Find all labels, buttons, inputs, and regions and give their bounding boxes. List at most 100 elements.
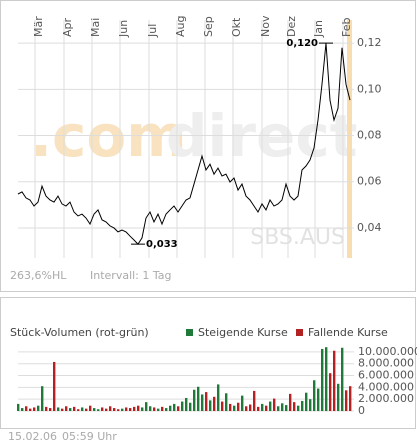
volume-bar <box>313 380 316 411</box>
volume-bar <box>181 401 184 411</box>
volume-bar <box>41 386 44 411</box>
legend-label: Fallende Kurse <box>308 326 388 339</box>
symbol: SBS.AUS <box>250 225 345 250</box>
volume-bar <box>209 400 212 411</box>
volume-bar <box>37 405 40 411</box>
volume-bar <box>297 405 300 411</box>
volume-bar <box>101 407 104 411</box>
y-tick-label: 0,12 <box>357 36 382 49</box>
volume-bar <box>233 405 236 411</box>
volume-bar <box>137 405 140 411</box>
legend-label: Steigende Kurse <box>198 326 288 339</box>
range-info: 263,6%HL <box>10 269 67 282</box>
y-tick-label: 0 <box>358 404 365 417</box>
x-tick-label: Dez <box>285 16 298 37</box>
volume-bar <box>289 393 292 411</box>
volume-bar <box>305 392 308 411</box>
volume-bar <box>49 408 52 411</box>
y-tick-label: 8.000.000 <box>358 357 414 370</box>
volume-bar <box>61 408 64 411</box>
volume-bar <box>85 408 88 411</box>
volume-bar <box>217 384 220 411</box>
volume-bar <box>17 403 20 411</box>
volume-bar <box>21 408 24 411</box>
volume-bar <box>325 347 328 411</box>
y-tick-label: 0,10 <box>357 82 382 95</box>
x-tick-label: Nov <box>259 15 272 37</box>
volume-bar <box>337 383 340 411</box>
y-tick-label: 0,06 <box>357 175 382 188</box>
volume-bar <box>125 407 128 411</box>
volume-bar <box>341 347 344 411</box>
y-tick-label: 4.000.000 <box>358 380 414 393</box>
volume-bar <box>345 390 348 411</box>
volume-bar <box>149 406 152 411</box>
volume-bar <box>285 405 288 411</box>
y-tick-label: 2.000.000 <box>358 392 414 405</box>
x-tick-label: Mai <box>89 18 102 37</box>
legend-swatch <box>296 329 303 336</box>
volume-bar <box>145 402 148 411</box>
volume-bar <box>213 396 216 411</box>
volume-bar <box>273 398 276 411</box>
x-tick-label: Sep <box>202 16 215 37</box>
volume-bar <box>205 392 208 411</box>
volume-bar <box>193 389 196 411</box>
x-tick-label: Jul <box>146 24 159 38</box>
y-tick-label: 10.000.000 <box>358 345 417 358</box>
y-tick-label: 0,08 <box>357 129 382 142</box>
volume-bar <box>281 403 284 411</box>
volume-bar <box>257 406 260 411</box>
x-tick-label: Jun <box>117 20 130 38</box>
volume-bar <box>93 408 96 411</box>
volume-bar <box>229 403 232 411</box>
volume-bar <box>201 394 204 411</box>
volume-bar <box>113 408 116 411</box>
annotation: 0,033 <box>146 239 178 250</box>
volume-bar <box>249 404 252 411</box>
volume-bar <box>153 407 156 411</box>
volume-bar <box>221 401 224 411</box>
volume-bar <box>253 390 256 411</box>
volume-bar <box>65 406 68 411</box>
volume-bar <box>165 408 168 411</box>
legend-swatch <box>186 329 193 336</box>
volume-bar <box>69 408 72 411</box>
volume-bar <box>157 408 160 411</box>
volume-bar <box>293 402 296 411</box>
annotation: 0,120 <box>286 38 318 49</box>
volume-bar <box>117 409 120 411</box>
volume-bar <box>177 406 180 411</box>
price-line <box>17 43 351 245</box>
volume-bar <box>333 350 336 411</box>
volume-bar <box>161 406 164 411</box>
volume-bar <box>57 407 60 411</box>
volume-bar <box>121 408 124 411</box>
volume-bar <box>109 406 112 411</box>
volume-bar <box>25 406 28 411</box>
volume-bar <box>225 393 228 411</box>
footer-time: 05:59 Uhr <box>62 430 117 443</box>
volume-bar <box>241 395 244 411</box>
volume-bar <box>105 408 108 411</box>
x-tick-label: Aug <box>174 16 187 37</box>
watermark: .com direct <box>30 102 357 170</box>
volume-bar <box>133 406 136 411</box>
x-tick-label: Apr <box>61 17 74 37</box>
volume-bar <box>321 348 324 411</box>
volume-bar <box>317 388 320 411</box>
volume-bar <box>33 407 36 411</box>
interval: Intervall: 1 Tag <box>90 269 172 282</box>
volume-bar <box>81 407 84 411</box>
volume-bar <box>77 409 80 411</box>
volume-bar <box>329 373 332 411</box>
volume-bar <box>45 406 48 411</box>
volume-bar <box>173 403 176 411</box>
volume-bar <box>129 408 132 411</box>
volume-bar <box>29 408 32 411</box>
volume-bar <box>309 399 312 411</box>
volume-bar <box>185 398 188 411</box>
x-tick-label: Feb <box>340 18 353 37</box>
x-tick-label: Mär <box>32 16 45 37</box>
volume-bar <box>269 401 272 411</box>
